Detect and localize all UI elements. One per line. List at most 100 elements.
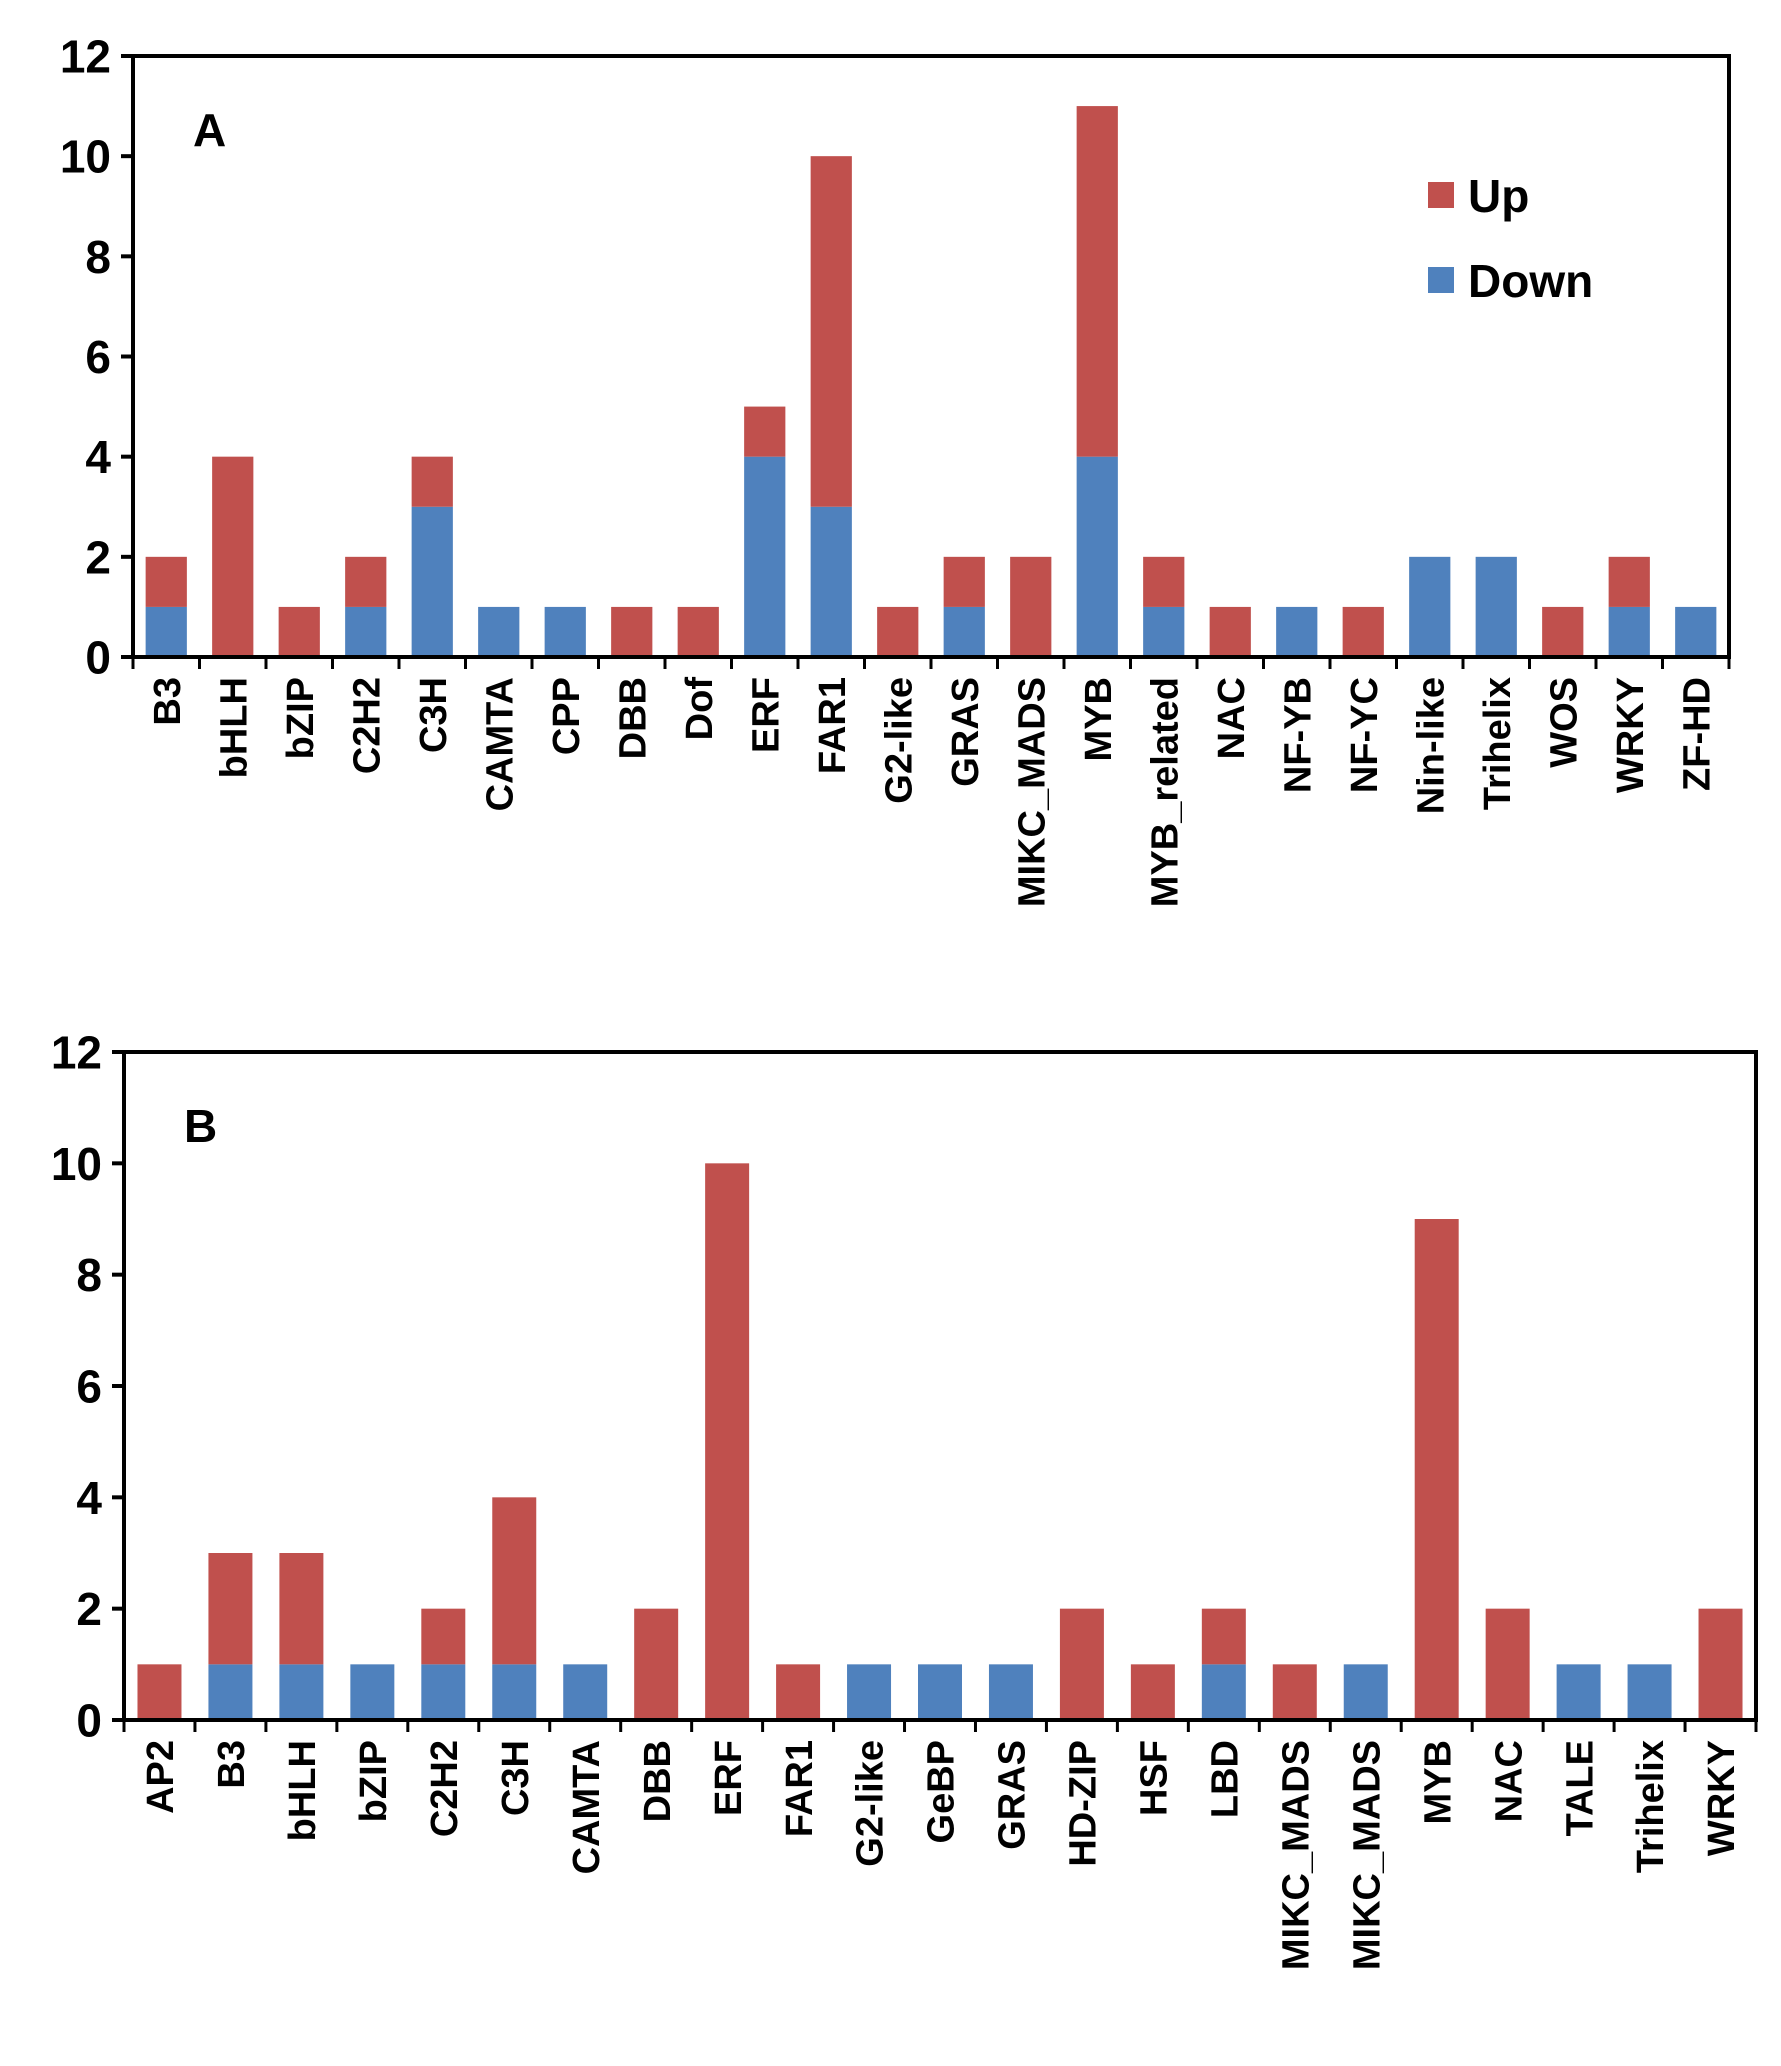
y-tick-label: 8 xyxy=(85,231,111,283)
x-category-label: B3 xyxy=(211,1740,253,1789)
legend-label-up: Up xyxy=(1468,170,1529,222)
bar-up-hsf xyxy=(1130,1664,1175,1720)
x-category-label: FAR1 xyxy=(779,1740,821,1837)
y-tick-label: 8 xyxy=(76,1249,102,1301)
bar-down-wrky xyxy=(1608,606,1650,657)
bar-up-ap2 xyxy=(137,1664,182,1720)
panel-label: A xyxy=(193,104,226,156)
x-category-label: MIKC_MADS xyxy=(1011,677,1053,907)
x-category-label: LBD xyxy=(1205,1740,1247,1818)
bar-up-c2h2 xyxy=(345,556,387,607)
x-category-label: CAMTA xyxy=(566,1740,608,1874)
y-tick-label: 10 xyxy=(51,1138,102,1190)
y-tick-label: 0 xyxy=(85,632,111,684)
bar-down-far1 xyxy=(810,506,852,657)
x-category-label: C3H xyxy=(495,1740,537,1816)
bar-down-trihelix xyxy=(1627,1664,1672,1720)
bar-down-gebp xyxy=(918,1664,962,1720)
bar-down-nf-yb xyxy=(1276,606,1318,657)
x-category-label: HD-ZIP xyxy=(1063,1740,1105,1867)
bar-up-dbb xyxy=(634,1608,679,1720)
bar-down-gras xyxy=(988,1664,1033,1720)
bar-up-myb xyxy=(1414,1219,1459,1720)
legend-swatch-up xyxy=(1428,182,1454,208)
legend-label-down: Down xyxy=(1468,255,1593,307)
y-tick-label: 12 xyxy=(51,1027,102,1079)
x-category-label: B3 xyxy=(147,677,189,726)
bar-down-trihelix xyxy=(1475,556,1517,657)
bar-down-tale xyxy=(1556,1664,1601,1720)
bar-down-c2h2 xyxy=(421,1664,466,1720)
bar-up-wrky xyxy=(1608,556,1650,607)
bar-up-nac xyxy=(1209,606,1251,657)
y-tick-label: 6 xyxy=(85,331,111,383)
x-category-label: GRAS xyxy=(992,1740,1034,1850)
x-category-label: bZIP xyxy=(353,1740,395,1822)
bar-down-bzip xyxy=(350,1664,395,1720)
x-category-label: bHLH xyxy=(282,1740,324,1841)
bar-up-mikc-mads xyxy=(1010,556,1052,657)
x-category-label: MIKC_MADS xyxy=(1275,1740,1317,1970)
bar-up-hd-zip xyxy=(1059,1608,1104,1720)
bar-up-erf xyxy=(744,406,786,457)
bar-up-myb xyxy=(1076,106,1118,457)
x-category-label: ZF-HD xyxy=(1676,677,1718,791)
x-category-label: DBB xyxy=(637,1740,679,1822)
bar-up-c2h2 xyxy=(421,1608,466,1665)
x-category-label: DBB xyxy=(612,677,654,759)
bar-down-g2-like xyxy=(847,1664,892,1720)
bar-down-zf-hd xyxy=(1675,606,1717,657)
bar-up-nf-yc xyxy=(1342,606,1384,657)
x-category-label: NAC xyxy=(1488,1740,1530,1822)
bar-up-g2-like xyxy=(877,606,919,657)
bar-up-nac xyxy=(1485,1608,1530,1720)
bar-down-lbd xyxy=(1201,1664,1246,1720)
x-category-label: C2H2 xyxy=(346,677,388,774)
x-category-label: AP2 xyxy=(140,1740,182,1814)
x-category-label: MYB xyxy=(1078,677,1120,761)
y-tick-label: 4 xyxy=(76,1472,102,1524)
bar-up-myb-related xyxy=(1143,556,1185,607)
bar-up-b3 xyxy=(145,556,187,607)
bar-up-bhlh xyxy=(212,456,254,657)
bar-up-dbb xyxy=(611,606,653,657)
x-category-label: MIKC_MADS xyxy=(1346,1740,1388,1970)
bar-down-cpp xyxy=(544,606,586,657)
x-category-label: TALE xyxy=(1559,1740,1601,1836)
x-category-label: ERF xyxy=(745,677,787,753)
x-category-label: ERF xyxy=(708,1740,750,1816)
x-category-label: Nin-like xyxy=(1410,677,1452,814)
bar-up-mikc-mads xyxy=(1272,1664,1317,1720)
x-category-label: Trihelix xyxy=(1630,1740,1672,1873)
bar-down-myb-related xyxy=(1143,606,1185,657)
x-category-label: C2H2 xyxy=(424,1740,466,1837)
bar-down-gras xyxy=(943,606,985,657)
x-category-label: GRAS xyxy=(945,677,987,787)
x-category-label: CAMTA xyxy=(479,677,521,811)
x-category-label: CPP xyxy=(546,677,588,755)
y-tick-label: 4 xyxy=(85,431,111,483)
bar-up-wrky xyxy=(1698,1608,1743,1720)
y-tick-label: 10 xyxy=(60,131,111,183)
x-category-label: Trihelix xyxy=(1477,677,1519,810)
x-category-label: MYB xyxy=(1417,1740,1459,1824)
bar-down-b3 xyxy=(145,606,187,657)
bar-up-c3h xyxy=(492,1497,537,1665)
bar-down-c2h2 xyxy=(345,606,387,657)
y-tick-label: 12 xyxy=(60,31,111,83)
x-category-label: bHLH xyxy=(213,677,255,778)
bar-down-b3 xyxy=(208,1664,253,1720)
bar-up-bhlh xyxy=(279,1553,324,1665)
bar-down-myb xyxy=(1076,456,1118,657)
panel-label: B xyxy=(184,1100,217,1152)
x-category-label: WRKY xyxy=(1610,677,1652,793)
bar-up-c3h xyxy=(411,456,453,507)
bar-up-far1 xyxy=(810,156,852,507)
bar-down-c3h xyxy=(492,1664,537,1720)
x-category-label: NF-YB xyxy=(1277,677,1319,793)
x-category-label: NAC xyxy=(1211,677,1253,759)
bar-down-c3h xyxy=(411,506,453,657)
y-tick-label: 6 xyxy=(76,1361,102,1413)
bar-down-camta xyxy=(478,606,520,657)
